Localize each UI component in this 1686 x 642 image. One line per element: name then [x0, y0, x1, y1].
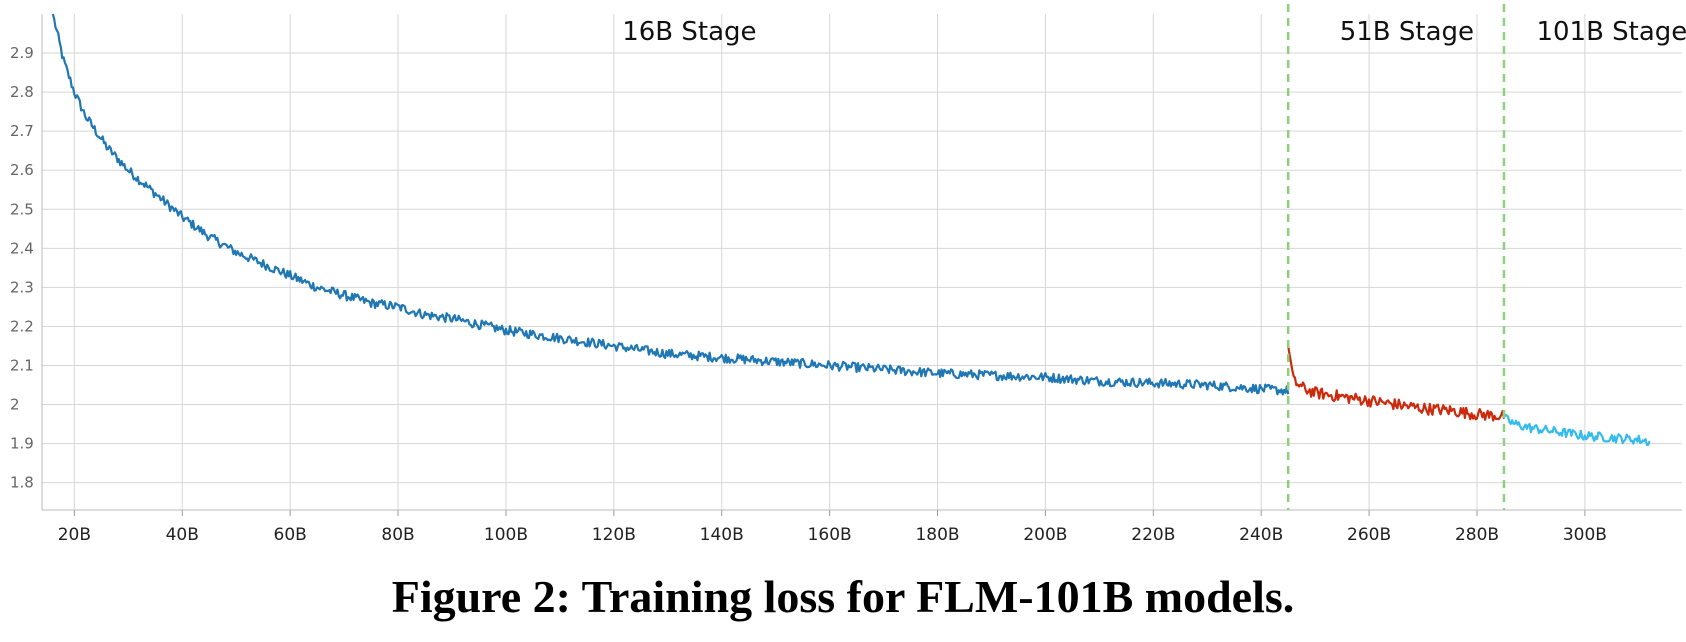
y-tick-label: 2 [10, 396, 20, 414]
x-tick-label: 40B [166, 525, 199, 545]
x-tick-label: 300B [1563, 525, 1607, 545]
stage-dividers [1286, 4, 1506, 510]
x-tick-label: 120B [592, 525, 636, 545]
series-line-stage_101b [1502, 413, 1651, 446]
x-tick-label: 240B [1239, 525, 1283, 545]
x-tick-label: 220B [1131, 525, 1175, 545]
x-tick-label: 160B [808, 525, 852, 545]
x-tick-label: 100B [484, 525, 528, 545]
y-tick-label: 1.8 [10, 474, 34, 492]
x-tick-label: 260B [1347, 525, 1391, 545]
y-tick-label: 1.9 [10, 435, 34, 453]
x-tick-label: 80B [381, 525, 414, 545]
x-tick-label: 200B [1023, 525, 1067, 545]
y-tick-label: 2.1 [10, 356, 34, 374]
axes: 1.8 1.9 2 2.1 2.2 2.3 2.4 2.5 2.6 2.7 2.8 2.9 20B 40B… [10, 14, 1682, 545]
x-tick-label: 20B [58, 525, 91, 545]
y-tick-label: 2.8 [10, 83, 34, 101]
x-tick-label: 280B [1455, 525, 1499, 545]
series-line-stage_16b [51, 13, 1290, 396]
x-tick-label: 140B [700, 525, 744, 545]
series [51, 13, 1651, 446]
x-tick-label: 180B [915, 525, 959, 545]
y-tick-label: 2.6 [10, 161, 34, 179]
y-tick-label: 2.3 [10, 278, 34, 296]
training-loss-chart: 1.8 1.9 2 2.1 2.2 2.3 2.4 2.5 2.6 2.7 2.8 2.9 20B 40B… [10, 4, 1686, 545]
stage-label: 51B Stage [1340, 17, 1474, 47]
y-tick-label: 2.4 [10, 239, 34, 257]
y-tick-label: 2.9 [10, 44, 34, 62]
y-tick-label: 2.7 [10, 122, 34, 140]
stage-labels: 16B Stage 51B Stage 101B Stage [622, 17, 1686, 47]
stage-label: 101B Stage [1536, 17, 1686, 47]
stage-label: 16B Stage [622, 17, 756, 47]
figure-caption: Figure 2: Training loss for FLM-101B mod… [391, 571, 1295, 622]
y-tick-label: 2.2 [10, 317, 34, 335]
x-tick-label: 60B [274, 525, 307, 545]
y-tick-label: 2.5 [10, 200, 34, 218]
grid [42, 14, 1682, 510]
series-line-stage_51b [1287, 345, 1506, 422]
